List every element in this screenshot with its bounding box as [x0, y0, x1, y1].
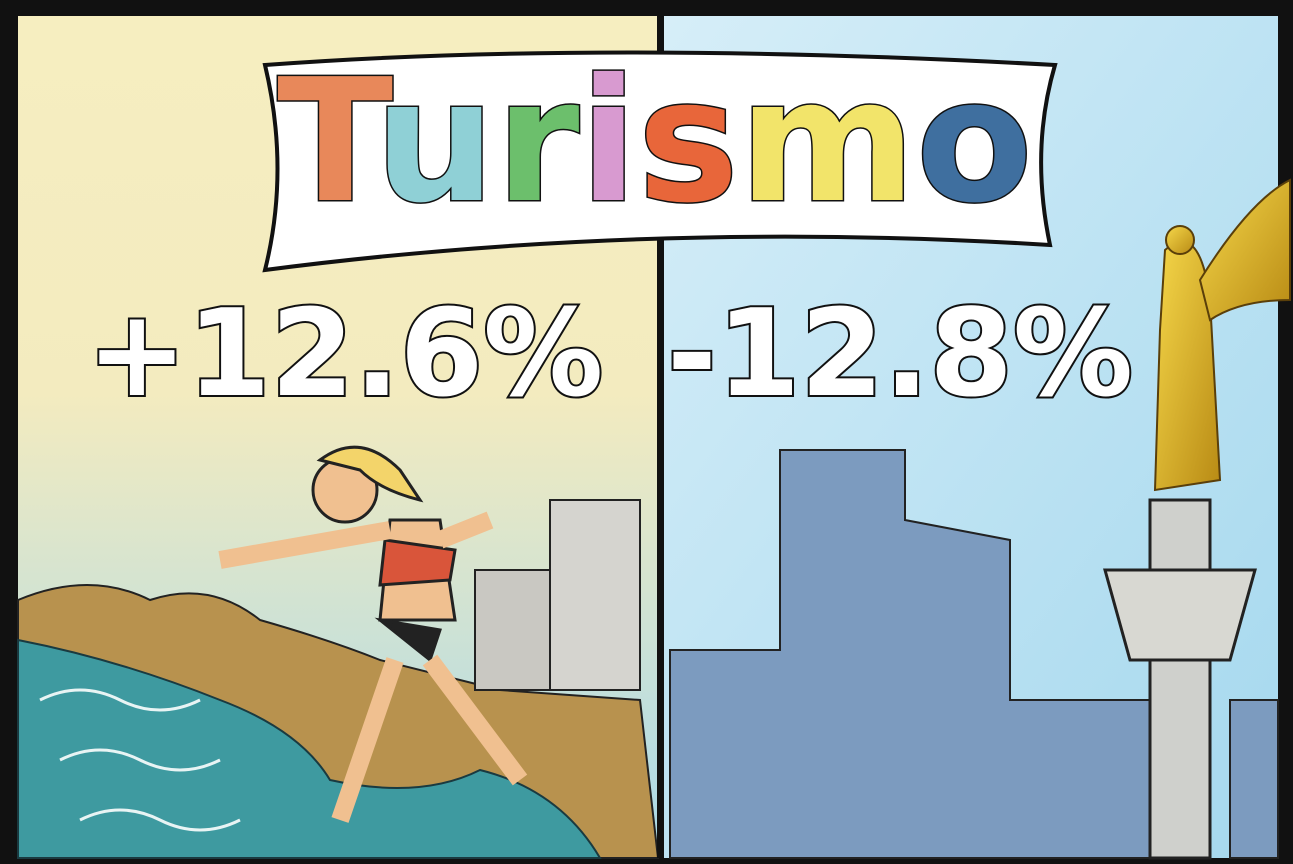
- title-letter: r: [496, 43, 580, 241]
- title-letter: s: [638, 43, 739, 241]
- city-skyline: [1230, 700, 1278, 858]
- building: [475, 570, 555, 690]
- left-change: +12.6%: [87, 285, 604, 424]
- title-letter: m: [739, 43, 916, 241]
- title-letter: i: [579, 43, 637, 241]
- building: [550, 500, 640, 690]
- cartoon: Turismo +12.6% -12.8%: [0, 0, 1293, 864]
- right-change: -12.8%: [667, 285, 1133, 424]
- title-letter: u: [375, 43, 496, 241]
- banner-title: Turismo: [277, 43, 1033, 241]
- title-letter: o: [916, 43, 1033, 241]
- page: Turismo +12.6% -12.8% (() => { const dat…: [0, 0, 1293, 864]
